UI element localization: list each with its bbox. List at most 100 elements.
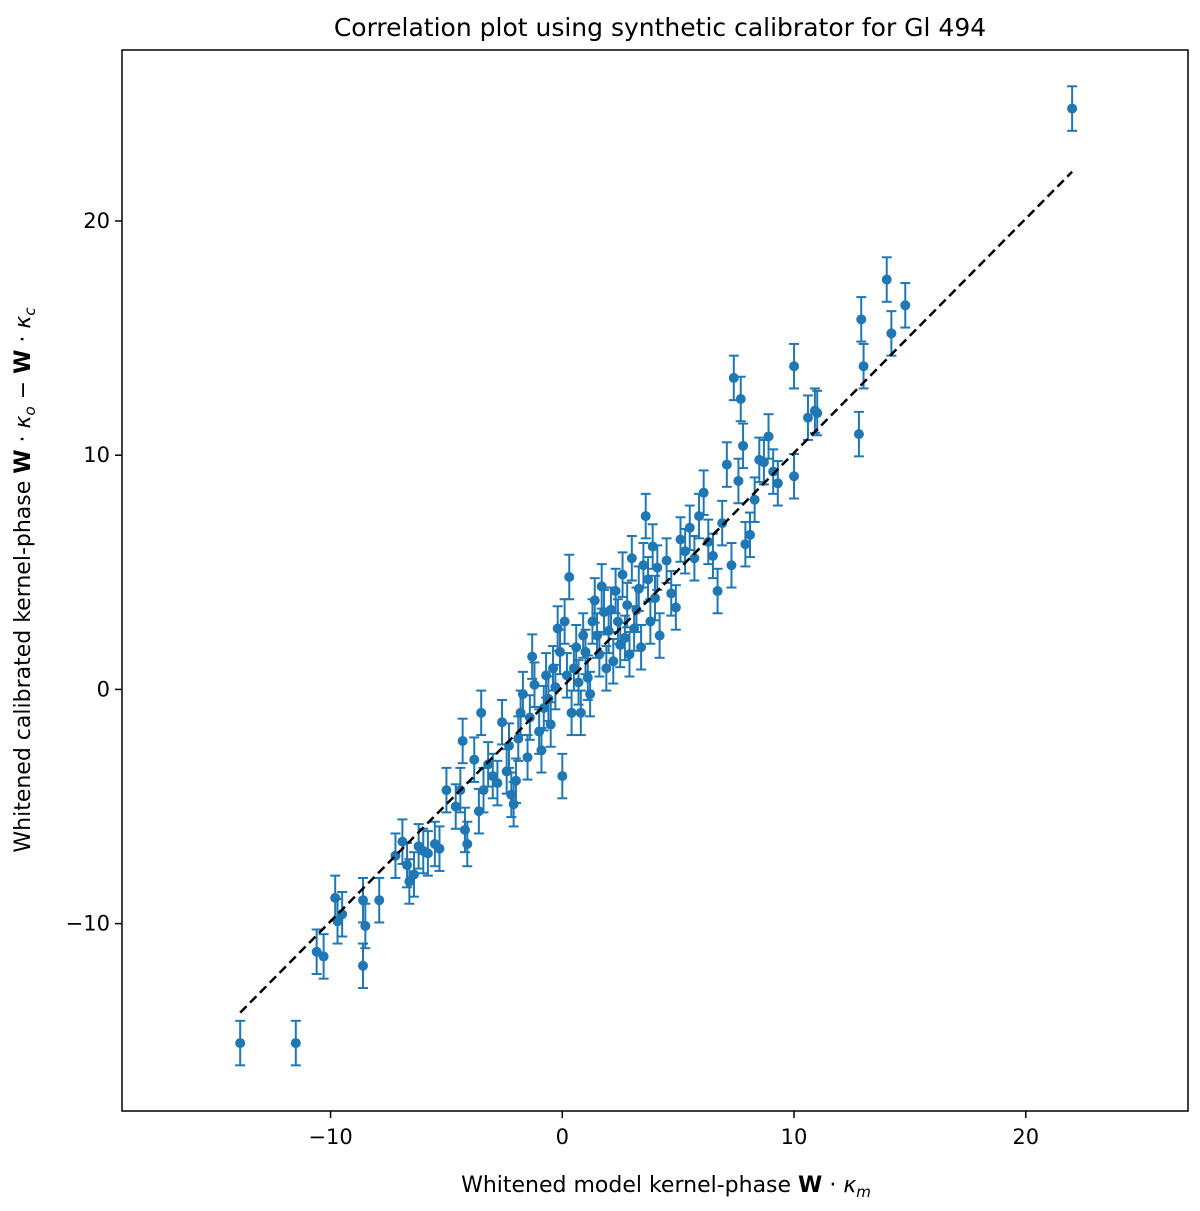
data-point bbox=[408, 851, 419, 898]
point-marker bbox=[522, 752, 533, 763]
plot-frame bbox=[121, 49, 1189, 1112]
data-point bbox=[492, 759, 503, 807]
data-point bbox=[462, 820, 473, 868]
point-marker bbox=[358, 960, 369, 971]
data-point bbox=[573, 659, 584, 706]
point-marker bbox=[768, 466, 779, 477]
data-point bbox=[441, 766, 452, 814]
y-tick-label: 10 bbox=[83, 443, 110, 467]
data-point bbox=[559, 598, 570, 645]
point-marker bbox=[900, 300, 911, 311]
data-point bbox=[802, 394, 813, 441]
data-point bbox=[728, 354, 739, 402]
data-point bbox=[550, 663, 561, 711]
point-marker bbox=[603, 625, 614, 636]
data-point bbox=[290, 1019, 301, 1067]
data-point bbox=[768, 448, 779, 495]
point-marker bbox=[633, 583, 644, 594]
data-point bbox=[504, 722, 515, 769]
data-point bbox=[881, 256, 892, 303]
point-marker bbox=[721, 459, 732, 470]
point-marker bbox=[789, 471, 800, 482]
point-marker bbox=[608, 656, 619, 667]
point-marker bbox=[561, 670, 572, 681]
data-point bbox=[717, 499, 728, 547]
point-marker bbox=[617, 569, 628, 580]
data-point bbox=[450, 783, 461, 830]
point-marker bbox=[332, 916, 343, 927]
data-point bbox=[661, 537, 672, 584]
data-point bbox=[617, 551, 628, 598]
point-marker bbox=[476, 707, 487, 718]
y-axis-label: Whitened calibrated kernel-phase W · κo … bbox=[11, 307, 39, 853]
point-marker bbox=[450, 801, 461, 812]
data-point bbox=[538, 684, 549, 732]
point-marker bbox=[457, 735, 468, 746]
point-marker bbox=[684, 522, 695, 533]
point-marker bbox=[408, 869, 419, 880]
data-point bbox=[483, 741, 494, 788]
point-marker bbox=[856, 314, 867, 325]
point-marker bbox=[564, 571, 575, 582]
data-point bbox=[589, 577, 600, 624]
point-marker bbox=[605, 604, 616, 615]
point-marker bbox=[1067, 103, 1078, 114]
point-marker bbox=[712, 586, 723, 597]
point-marker bbox=[596, 581, 607, 592]
point-marker bbox=[571, 642, 582, 653]
point-marker bbox=[441, 785, 452, 796]
data-point bbox=[527, 633, 538, 680]
data-point bbox=[740, 520, 751, 568]
point-marker bbox=[374, 895, 385, 906]
point-marker bbox=[360, 920, 371, 931]
point-marker bbox=[358, 895, 369, 906]
point-marker bbox=[318, 951, 329, 962]
x-tick-label: 10 bbox=[781, 1125, 808, 1149]
point-marker bbox=[640, 511, 651, 522]
point-marker bbox=[643, 574, 654, 585]
data-point bbox=[358, 942, 369, 990]
data-point bbox=[738, 422, 749, 470]
y-tick-label: 20 bbox=[83, 209, 110, 233]
data-point bbox=[636, 624, 647, 671]
data-point bbox=[886, 310, 897, 357]
data-point bbox=[745, 511, 756, 559]
y-tick-label: 0 bbox=[97, 677, 110, 701]
point-marker bbox=[652, 562, 663, 573]
point-marker bbox=[626, 553, 637, 564]
data-point bbox=[513, 715, 524, 762]
data-point bbox=[536, 727, 547, 774]
point-marker bbox=[524, 712, 535, 723]
data-point bbox=[733, 457, 744, 505]
data-point bbox=[524, 694, 535, 741]
point-marker bbox=[538, 703, 549, 714]
point-marker bbox=[510, 775, 521, 786]
point-marker bbox=[661, 555, 672, 566]
data-point bbox=[698, 469, 709, 516]
y-tick-label: −10 bbox=[66, 912, 110, 936]
point-marker bbox=[235, 1038, 246, 1049]
data-point bbox=[564, 553, 575, 601]
data-point bbox=[675, 516, 686, 563]
point-marker bbox=[703, 536, 714, 547]
point-marker bbox=[422, 848, 433, 859]
point-marker bbox=[698, 487, 709, 498]
data-point bbox=[789, 453, 800, 500]
point-marker bbox=[802, 412, 813, 423]
data-point bbox=[654, 612, 665, 659]
point-marker bbox=[763, 431, 774, 442]
point-marker bbox=[740, 539, 751, 550]
point-marker bbox=[601, 663, 612, 674]
point-marker bbox=[886, 328, 897, 339]
point-marker bbox=[508, 799, 519, 810]
point-marker bbox=[550, 682, 561, 693]
point-marker bbox=[622, 600, 633, 611]
point-marker bbox=[612, 616, 623, 627]
chart-title: Correlation plot using synthetic calibra… bbox=[334, 13, 986, 42]
point-marker bbox=[536, 745, 547, 756]
point-marker bbox=[483, 759, 494, 770]
point-marker bbox=[733, 475, 744, 486]
point-marker bbox=[575, 707, 586, 718]
point-marker bbox=[666, 588, 677, 599]
